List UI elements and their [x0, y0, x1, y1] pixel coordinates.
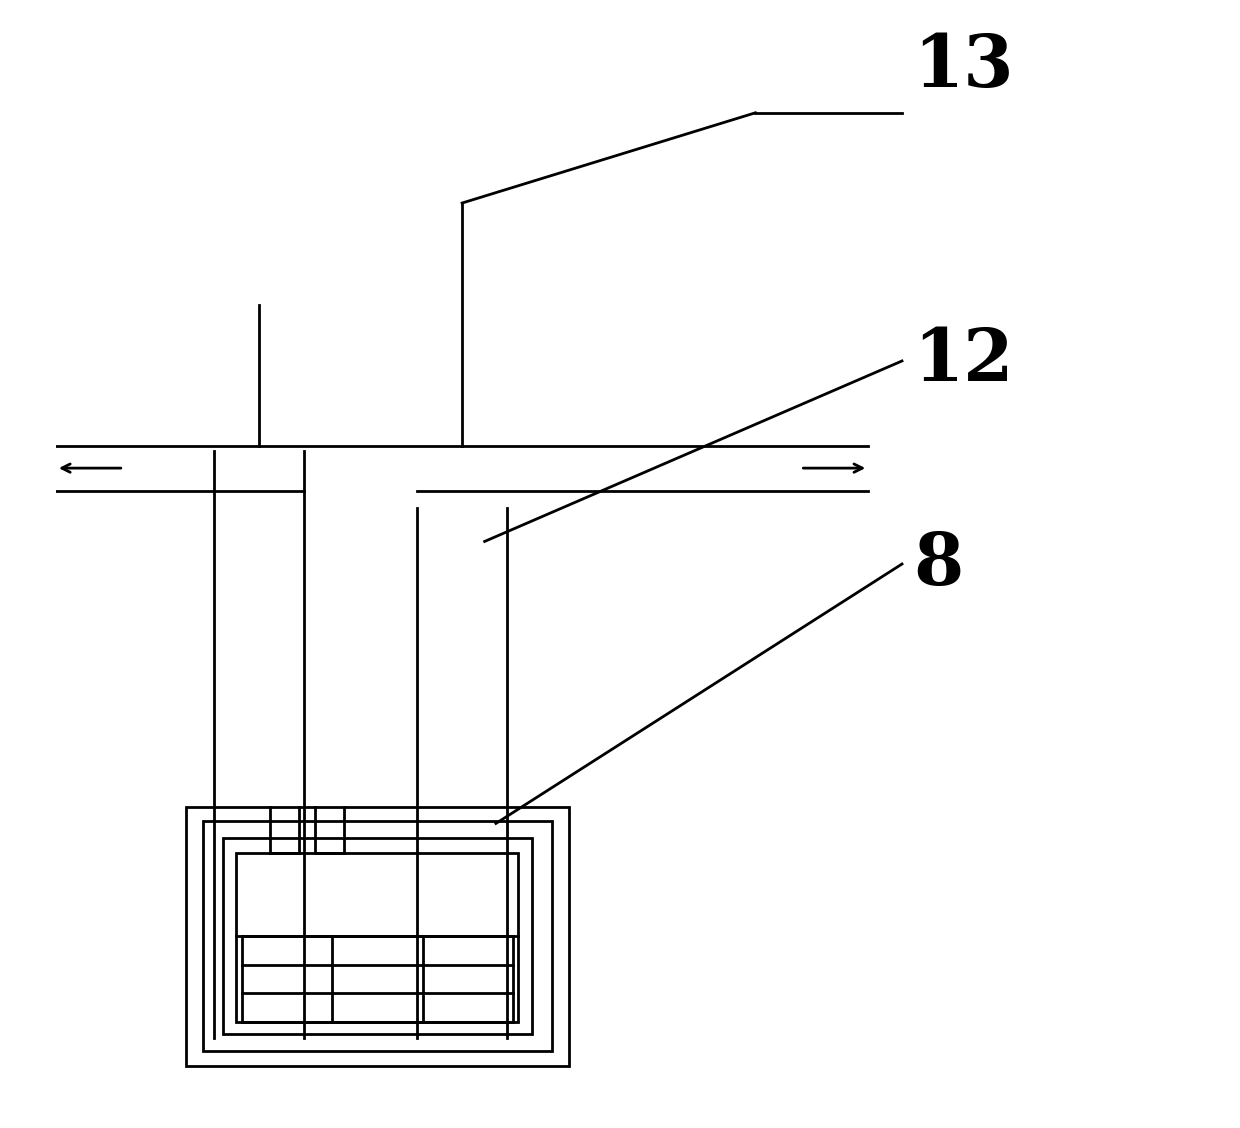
Bar — [186, 807, 569, 1066]
Text: 13: 13 — [914, 30, 1014, 102]
Text: 8: 8 — [914, 529, 963, 599]
Bar — [202, 821, 552, 1051]
Bar — [223, 838, 532, 1034]
Text: 12: 12 — [914, 326, 1014, 396]
Bar — [237, 853, 518, 1022]
